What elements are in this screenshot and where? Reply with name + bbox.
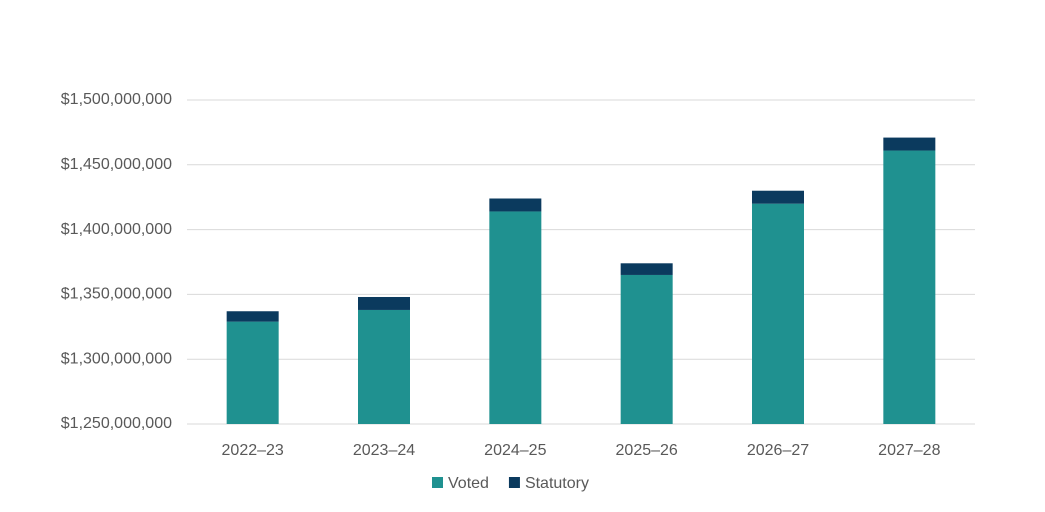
legend-label: Statutory	[525, 475, 589, 492]
bar-segment	[883, 150, 936, 424]
bar-segment	[752, 190, 804, 204]
bar-segment	[489, 198, 542, 212]
bar-segment	[620, 263, 673, 275]
legend-swatch	[508, 477, 520, 488]
bar-segment	[358, 309, 410, 424]
y-tick-label: $1,500,000,000	[61, 91, 172, 108]
x-tick-label: 2023–24	[353, 442, 415, 459]
bar-segment	[358, 296, 410, 310]
y-tick-label: $1,350,000,000	[61, 286, 172, 303]
y-tick-label: $1,300,000,000	[61, 350, 172, 367]
bar-segment	[620, 274, 673, 424]
bar-segment	[489, 211, 542, 424]
y-tick-label: $1,250,000,000	[61, 415, 172, 432]
bar-segment	[752, 203, 804, 424]
legend-swatch	[432, 477, 443, 488]
x-tick-label: 2026–27	[747, 442, 809, 459]
x-tick-label: 2027–28	[878, 442, 940, 459]
legend-label: Voted	[448, 475, 489, 492]
bar-segment	[226, 311, 279, 322]
y-tick-label: $1,450,000,000	[61, 156, 172, 173]
x-tick-label: 2025–26	[616, 442, 678, 459]
bar-segment	[226, 321, 279, 424]
bar-segment	[883, 137, 936, 151]
x-tick-label: 2024–25	[484, 442, 546, 459]
y-tick-label: $1,400,000,000	[61, 221, 172, 238]
x-tick-label: 2022–23	[222, 442, 284, 459]
